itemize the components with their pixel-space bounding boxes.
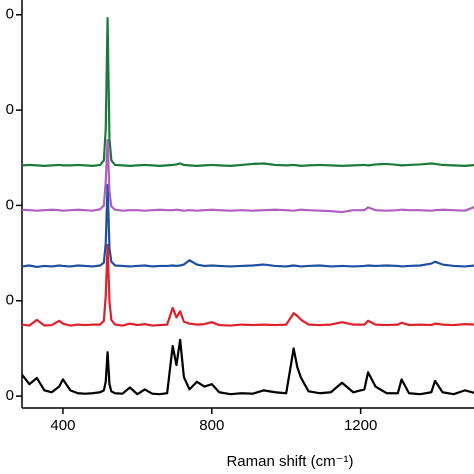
y-tick-label: 0 <box>6 292 14 309</box>
y-tick-label: 0 <box>6 196 14 213</box>
y-tick-label: 0 <box>6 101 14 118</box>
y-tick-label: 0 <box>6 6 14 23</box>
spectrum-line <box>21 139 474 214</box>
spectrum-line <box>21 243 474 327</box>
x-tick-label: 400 <box>50 417 75 434</box>
x-tick-label: 800 <box>199 417 224 434</box>
spectrum-line <box>21 183 474 269</box>
y-tick-label: 0 <box>6 387 14 404</box>
spectrum-line <box>21 338 474 396</box>
x-axis-label: Raman shift (cm⁻¹) <box>226 453 353 470</box>
spectrum-line <box>21 17 474 167</box>
x-tick-label: 1200 <box>344 417 377 434</box>
